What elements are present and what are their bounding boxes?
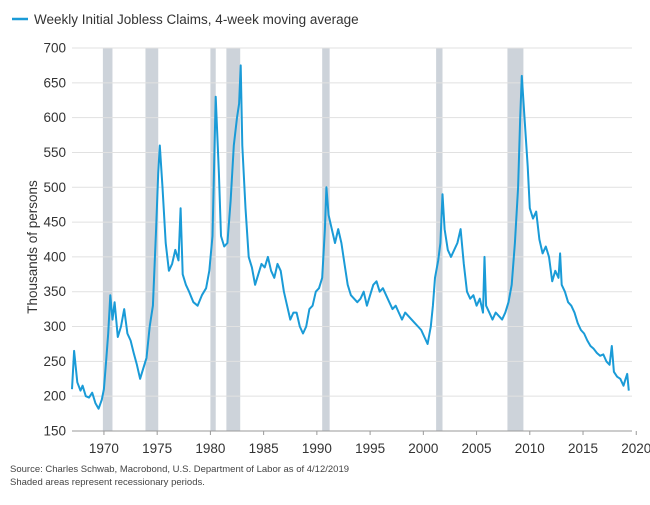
x-tick-label: 1990 (302, 441, 332, 456)
recession-band (436, 48, 443, 431)
legend: Weekly Initial Jobless Claims, 4-week mo… (12, 12, 359, 27)
series-line (71, 64, 630, 410)
x-tick-label: 2015 (568, 441, 598, 456)
x-tick-label: 1980 (195, 441, 225, 456)
x-tick-label: 2020 (621, 441, 650, 456)
x-tick-label: 1985 (249, 441, 279, 456)
recession-band (226, 48, 241, 431)
legend-label: Weekly Initial Jobless Claims, 4-week mo… (34, 12, 359, 27)
recession-note: Shaded areas represent recessionary peri… (10, 477, 205, 488)
y-tick-label: 350 (43, 284, 66, 299)
x-tick-label: 1970 (89, 441, 119, 456)
recession-band (322, 48, 330, 431)
recession-band (102, 48, 113, 431)
source-note: Source: Charles Schwab, Macrobond, U.S. … (10, 464, 350, 475)
x-tick-label: 2005 (462, 441, 492, 456)
axes: 150 200 250 300 350 400 450 500 550 600 650 700 1970… (43, 41, 650, 457)
x-tick-label: 2000 (408, 441, 438, 456)
series (71, 64, 630, 410)
x-tick-label: 1995 (355, 441, 385, 456)
y-tick-label: 300 (43, 319, 66, 334)
y-tick-label: 450 (43, 215, 66, 230)
y-axis-label: Thousands of persons (25, 180, 40, 314)
y-tick-label: 550 (43, 145, 66, 160)
y-tick-label: 500 (43, 180, 66, 195)
y-tick-label: 650 (43, 75, 66, 90)
x-tick-label: 2010 (515, 441, 545, 456)
y-tick-label: 200 (43, 389, 66, 404)
y-tick-label: 600 (43, 110, 66, 125)
y-tick-label: 250 (43, 354, 66, 369)
x-tick-label: 1975 (142, 441, 172, 456)
y-tick-label: 700 (43, 41, 66, 56)
y-tick-label: 150 (43, 424, 66, 439)
y-tick-label: 400 (43, 249, 66, 264)
